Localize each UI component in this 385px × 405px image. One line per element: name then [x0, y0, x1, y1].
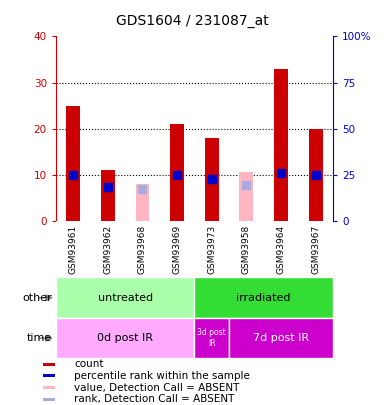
- Text: other: other: [22, 293, 52, 303]
- Point: [209, 176, 215, 183]
- Text: 3d post
IR: 3d post IR: [198, 328, 226, 348]
- Text: rank, Detection Call = ABSENT: rank, Detection Call = ABSENT: [74, 394, 235, 404]
- Bar: [274, 69, 288, 221]
- Text: GSM93973: GSM93973: [207, 224, 216, 274]
- Point: [139, 186, 146, 193]
- Text: 7d post IR: 7d post IR: [253, 333, 309, 343]
- Bar: [205, 138, 219, 221]
- Bar: [194, 318, 229, 358]
- Text: GSM93958: GSM93958: [242, 224, 251, 274]
- Bar: [43, 398, 55, 401]
- Point: [313, 171, 319, 178]
- Point: [174, 171, 180, 178]
- Text: GSM93967: GSM93967: [311, 224, 320, 274]
- Text: percentile rank within the sample: percentile rank within the sample: [74, 371, 250, 381]
- Bar: [43, 374, 55, 377]
- Text: time: time: [27, 333, 52, 343]
- Text: GSM93961: GSM93961: [69, 224, 78, 274]
- Bar: [170, 124, 184, 221]
- Text: GSM93968: GSM93968: [138, 224, 147, 274]
- Bar: [136, 184, 149, 221]
- Bar: [309, 129, 323, 221]
- Text: GSM93962: GSM93962: [103, 224, 112, 274]
- Point: [243, 181, 249, 188]
- Point: [105, 183, 111, 190]
- Text: untreated: untreated: [97, 293, 153, 303]
- Bar: [101, 170, 115, 221]
- Bar: [56, 318, 194, 358]
- Bar: [66, 106, 80, 221]
- Bar: [239, 173, 253, 221]
- Text: GDS1604 / 231087_at: GDS1604 / 231087_at: [116, 14, 269, 28]
- Bar: [43, 363, 55, 366]
- Text: GSM93964: GSM93964: [276, 224, 286, 274]
- Text: value, Detection Call = ABSENT: value, Detection Call = ABSENT: [74, 383, 240, 392]
- Bar: [194, 277, 333, 318]
- Point: [278, 170, 284, 176]
- Bar: [43, 386, 55, 389]
- Bar: [56, 277, 194, 318]
- Text: irradiated: irradiated: [236, 293, 291, 303]
- Point: [70, 171, 76, 178]
- Text: count: count: [74, 359, 104, 369]
- Text: GSM93969: GSM93969: [172, 224, 182, 274]
- Text: 0d post IR: 0d post IR: [97, 333, 153, 343]
- Bar: [229, 318, 333, 358]
